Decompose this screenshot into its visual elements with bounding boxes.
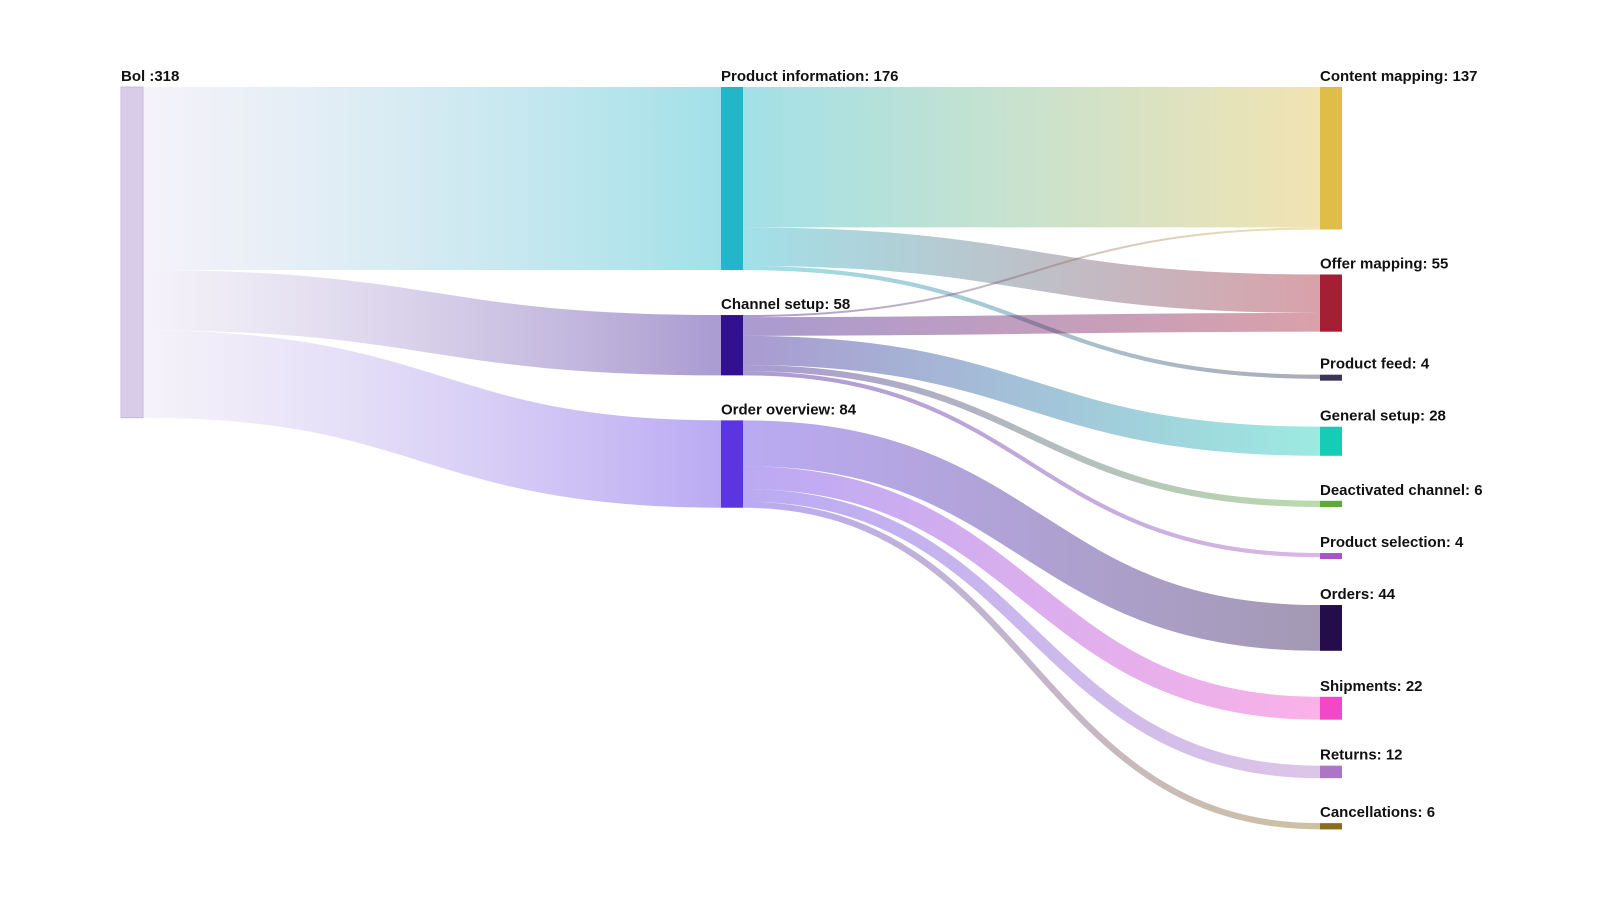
nodes-layer [120,86,1342,830]
node-label-product-selection: Product selection: 4 [1320,534,1464,551]
link-order-overview-to-cancellations[interactable] [742,501,1321,830]
node-product-feed[interactable] [1320,374,1342,381]
node-label-content-mapping: Content mapping: 137 [1320,68,1478,85]
node-bol[interactable] [120,86,144,419]
node-offer-mapping[interactable] [1320,274,1342,332]
node-content-mapping[interactable] [1320,87,1342,230]
labels-layer: Bol :318 Product information: 176 Channel … [121,68,1483,821]
node-returns[interactable] [1320,765,1342,779]
node-label-product-information: Product information: 176 [721,68,899,85]
node-channel-setup[interactable] [721,315,743,376]
node-product-information[interactable] [721,87,743,271]
node-label-general-setup: General setup: 28 [1320,408,1446,425]
node-label-shipments: Shipments: 22 [1320,678,1423,695]
node-label-orders: Orders: 44 [1320,586,1396,603]
node-deactivated-channel[interactable] [1320,500,1342,508]
node-label-returns: Returns: 12 [1320,747,1403,764]
link-bol-to-order-overview[interactable] [142,330,722,508]
node-label-bol: Bol :318 [121,68,179,85]
link-channel-setup-to-content-mapping[interactable] [742,227,1321,318]
node-orders[interactable] [1320,605,1342,651]
node-label-cancellations: Cancellations: 6 [1320,804,1435,821]
link-channel-setup-to-product-selection[interactable] [742,371,1321,558]
link-channel-setup-to-general-setup[interactable] [742,335,1321,456]
link-order-overview-to-orders[interactable] [742,420,1321,651]
link-order-overview-to-shipments[interactable] [742,466,1321,720]
node-label-deactivated-channel: Deactivated channel: 6 [1320,482,1483,499]
link-channel-setup-to-deactivated-channel[interactable] [742,364,1321,508]
node-cancellations[interactable] [1320,823,1342,830]
link-order-overview-to-returns[interactable] [742,489,1321,779]
node-general-setup[interactable] [1320,426,1342,456]
node-label-channel-setup: Channel setup: 58 [721,296,850,313]
link-channel-setup-to-offer-mapping[interactable] [742,312,1321,336]
node-label-product-feed: Product feed: 4 [1320,356,1430,373]
node-shipments[interactable] [1320,696,1342,720]
node-label-offer-mapping: Offer mapping: 55 [1320,255,1448,272]
link-bol-to-channel-setup[interactable] [142,270,722,376]
node-label-order-overview: Order overview: 84 [721,401,857,418]
node-product-selection[interactable] [1320,553,1342,560]
links-layer [142,86,1321,830]
link-product-information-to-offer-mapping[interactable] [742,227,1321,313]
node-order-overview[interactable] [721,420,743,508]
